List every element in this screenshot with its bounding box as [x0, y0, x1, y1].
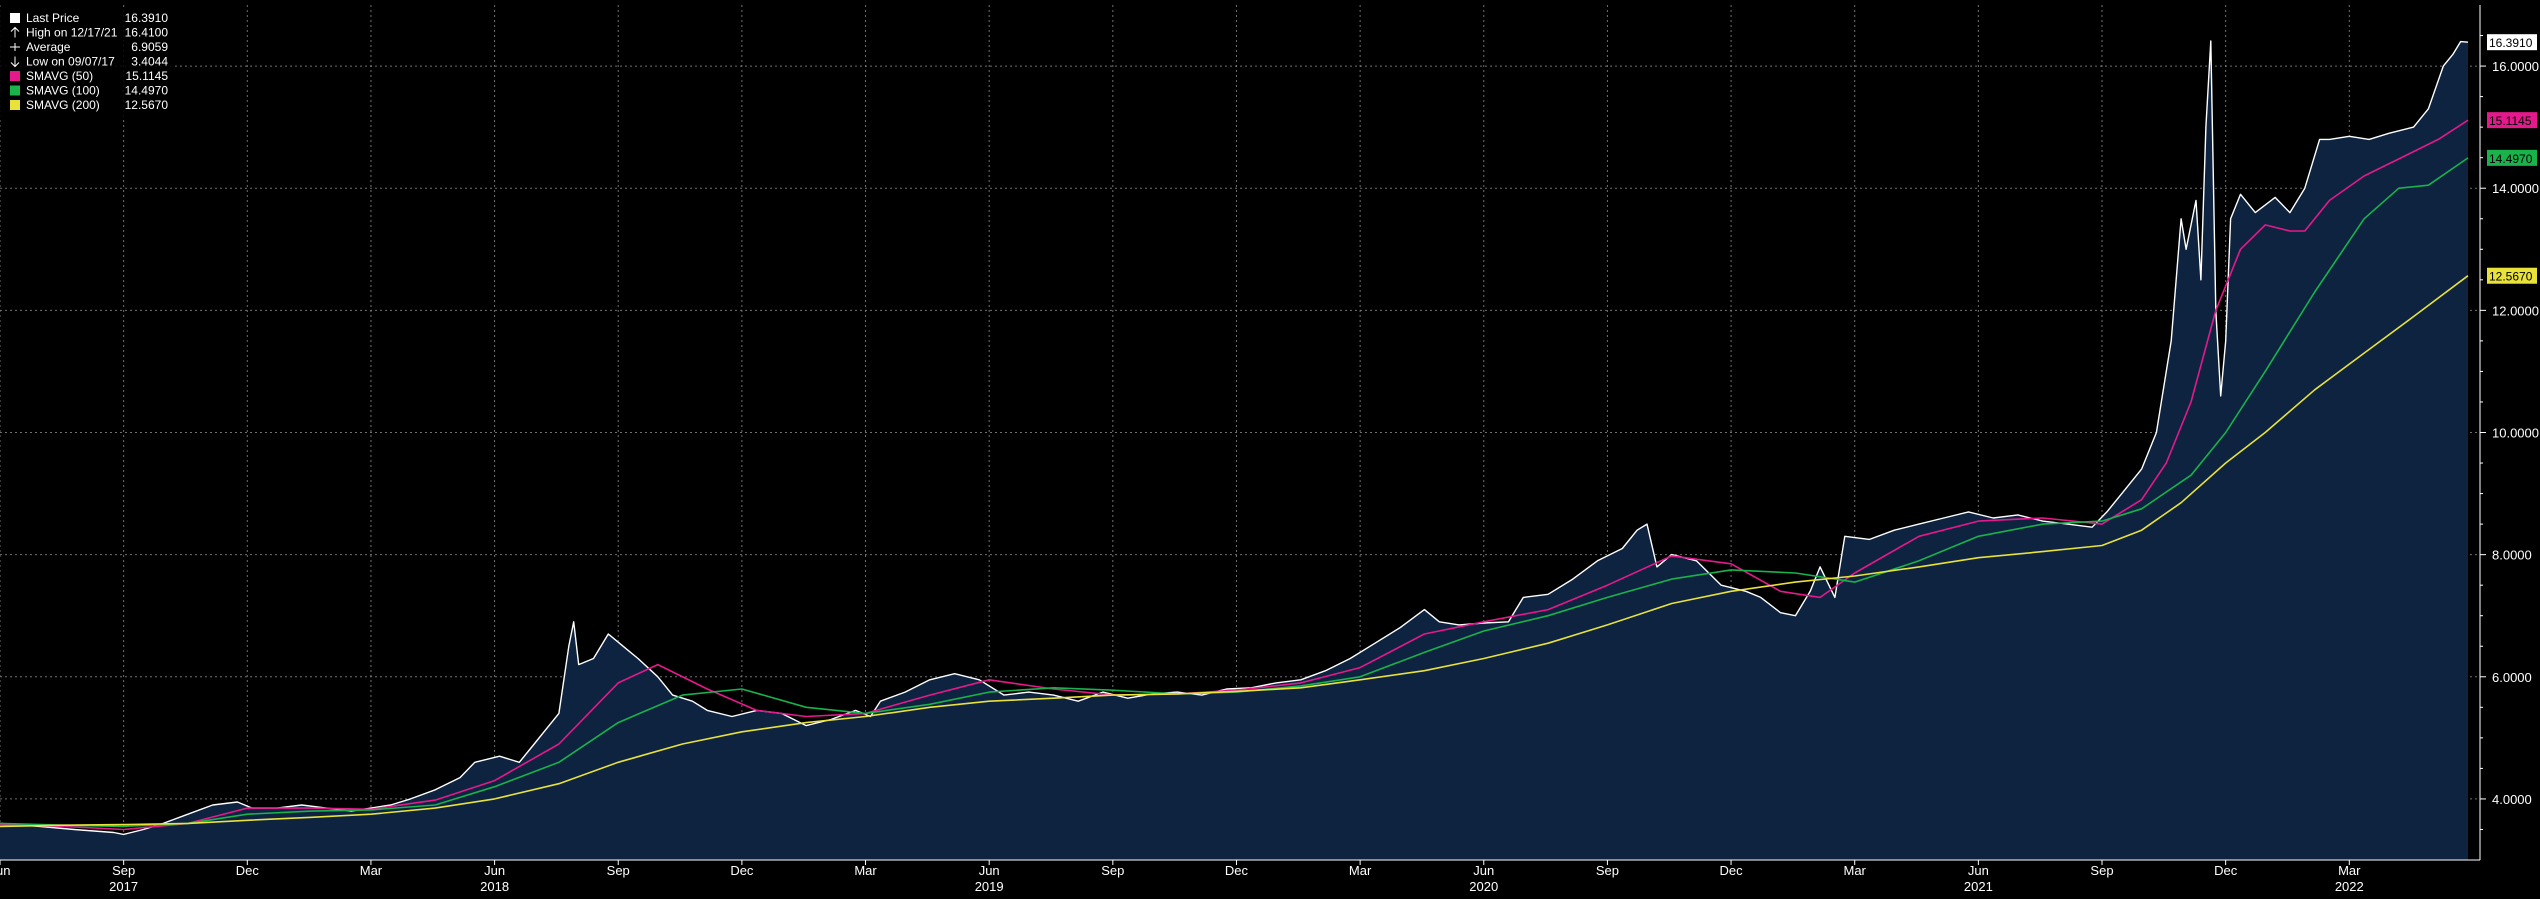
legend-label: SMAVG (100) — [26, 84, 100, 98]
up-marker-icon — [10, 26, 20, 38]
x-year-label: 2017 — [109, 879, 138, 894]
y-tick-label: 6.0000 — [2492, 670, 2532, 685]
x-month-label: Mar — [360, 863, 383, 878]
x-month-label: Jun — [1473, 863, 1494, 878]
x-year-label: 2022 — [2335, 879, 2364, 894]
legend-value: 15.1145 — [126, 69, 169, 83]
last-value-labels: 16.3910 15.1145 14.4970 12.5670 — [2487, 34, 2537, 284]
y-axis: 4.00006.00008.000010.000012.000014.00001… — [2480, 35, 2539, 830]
down-marker-icon — [10, 56, 20, 68]
last-value-text: 14.4970 — [2489, 152, 2533, 166]
x-month-label: Mar — [1844, 863, 1867, 878]
legend-label: High on 12/17/21 — [26, 26, 118, 40]
x-month-label: Mar — [2338, 863, 2361, 878]
last-value-badge — [2487, 34, 2537, 51]
x-year-label: 2021 — [1964, 879, 1993, 894]
y-tick-label: 8.0000 — [2492, 548, 2532, 563]
series-line-smavg-200 — [0, 275, 2469, 828]
x-month-label: Jun — [484, 863, 505, 878]
x-month-label: Sep — [1101, 863, 1124, 878]
x-month-label: Dec — [1719, 863, 1743, 878]
last-value-text: 16.3910 — [2489, 36, 2533, 50]
last-value-badge — [2487, 112, 2537, 129]
price-area-fill — [0, 41, 2468, 860]
legend-value: 3.4044 — [131, 55, 168, 69]
last-value-text: 12.5670 — [2489, 270, 2533, 284]
x-month-label: Sep — [2090, 863, 2113, 878]
legend-value: 6.9059 — [131, 40, 168, 54]
dash-marker-icon — [10, 43, 20, 51]
legend-label: SMAVG (50) — [26, 69, 93, 83]
legend: Last Price 16.3910 High on 12/17/21 16.4100… — [0, 10, 172, 118]
x-month-label: Dec — [730, 863, 754, 878]
x-month-label: Dec — [2214, 863, 2238, 878]
legend-label: Low on 09/07/17 — [26, 55, 115, 69]
y-tick-label: 14.0000 — [2492, 181, 2539, 196]
green-square-icon — [10, 85, 20, 96]
x-year-label: 2020 — [1469, 879, 1498, 894]
legend-label: SMAVG (200) — [26, 98, 100, 112]
y-tick-label: 4.0000 — [2492, 792, 2532, 807]
magenta-square-icon — [10, 71, 20, 81]
x-month-label: Mar — [1349, 863, 1372, 878]
legend-box — [0, 10, 172, 118]
y-tick-label: 12.0000 — [2492, 303, 2539, 318]
price-area — [0, 41, 2468, 860]
last-value-text: 15.1145 — [2489, 114, 2532, 128]
legend-label: Average — [26, 40, 71, 54]
series-lines — [0, 40, 2469, 836]
yellow-square-icon — [10, 100, 20, 110]
legend-value: 12.5670 — [125, 98, 169, 112]
legend-value: 16.3910 — [125, 11, 169, 25]
x-month-label: Dec — [1225, 863, 1249, 878]
white-square-icon — [10, 13, 20, 23]
x-month-label: Dec — [236, 863, 260, 878]
series-line-smavg-100 — [0, 157, 2469, 828]
y-tick-label: 10.0000 — [2492, 426, 2539, 441]
x-month-label: Jun — [0, 863, 10, 878]
last-value-badge — [2487, 267, 2537, 284]
series-line-last-price — [0, 40, 2469, 836]
x-month-label: Sep — [112, 863, 135, 878]
x-month-label: Sep — [607, 863, 630, 878]
x-month-label: Jun — [1968, 863, 1989, 878]
legend-value: 14.4970 — [125, 84, 169, 98]
series-line-smavg-50 — [0, 119, 2469, 831]
x-axis: Jun Sep Dec Mar Jun Sep Dec Mar Jun Sep Dec Mar Jun S… — [0, 860, 2364, 894]
x-month-label: Jun — [979, 863, 1000, 878]
x-month-label: Sep — [1596, 863, 1619, 878]
x-year-label: 2018 — [480, 879, 509, 894]
y-tick-label: 16.0000 — [2492, 59, 2539, 74]
legend-label: Last Price — [26, 11, 80, 25]
x-year-label: 2019 — [975, 879, 1004, 894]
last-value-badge — [2487, 149, 2537, 166]
x-month-label: Mar — [854, 863, 877, 878]
legend-value: 16.4100 — [125, 26, 169, 40]
